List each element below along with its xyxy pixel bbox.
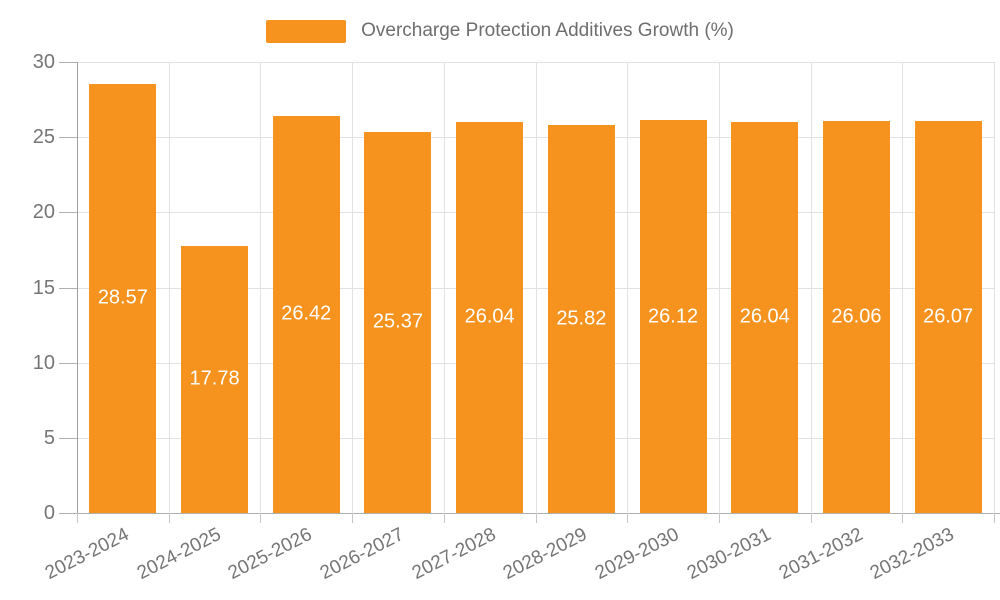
gridline-vertical (627, 62, 629, 513)
y-tick-label: 10 (32, 351, 55, 374)
x-axis-tick (535, 513, 537, 523)
gridline-vertical (535, 62, 537, 513)
legend-label[interactable]: Overcharge Protection Additives Growth (… (361, 20, 734, 41)
y-tick-label: 25 (32, 126, 55, 149)
y-axis-line (77, 62, 78, 513)
bar-value-label: 26.04 (464, 305, 515, 328)
y-axis-tick (59, 513, 77, 514)
bar-value-label: 26.06 (831, 305, 882, 328)
bar: 26.07 (914, 121, 982, 513)
y-tick-label: 15 (32, 276, 55, 299)
y-tick-label: 20 (32, 201, 55, 224)
x-axis-tick (994, 513, 995, 523)
x-axis-tick (718, 513, 720, 523)
bar: 25.37 (364, 131, 432, 513)
plot-area: 28.57 17.78 26.42 25.37 26.04 25.82 26.12 26.04… (77, 62, 995, 513)
y-tick-label: 0 (43, 502, 55, 524)
x-axis-tick (168, 513, 170, 523)
bar: 26.42 (272, 115, 340, 513)
x-axis-tick (810, 513, 812, 523)
legend-swatch[interactable] (266, 19, 347, 43)
x-axis-line (59, 513, 1000, 514)
bar: 26.04 (456, 121, 524, 513)
x-axis-tick (627, 513, 629, 523)
y-tick-label: 5 (43, 426, 55, 449)
x-tick-label: 2029-2030 (592, 524, 683, 584)
bar-value-label: 28.57 (97, 286, 148, 309)
x-tick-label: 2032-2033 (867, 524, 958, 584)
gridline-vertical (718, 62, 720, 513)
x-axis-tick (443, 513, 445, 523)
y-axis-tick (59, 437, 77, 439)
y-axis-tick (59, 62, 77, 63)
gridline-vertical (994, 62, 995, 513)
x-tick-label: 2023-2024 (41, 524, 133, 584)
y-axis-tick (59, 212, 77, 214)
x-tick-label: 2025-2026 (225, 524, 316, 584)
x-axis-tick (260, 513, 262, 523)
gridline-vertical (443, 62, 445, 513)
x-tick-label: 2024-2025 (133, 524, 225, 584)
bar: 26.06 (822, 121, 890, 513)
gridline-vertical (352, 62, 354, 513)
x-tick-label: 2030-2031 (683, 524, 775, 584)
x-axis-tick (902, 513, 904, 523)
bar-value-label: 25.82 (556, 307, 607, 330)
x-axis-tick (352, 513, 354, 523)
bar: 17.78 (181, 245, 249, 513)
bar-value-label: 26.07 (923, 305, 974, 328)
gridline-vertical (810, 62, 812, 513)
gridline-vertical (902, 62, 904, 513)
y-tick-label: 30 (32, 51, 55, 73)
y-axis-tick (59, 137, 77, 139)
bar: 26.04 (731, 121, 799, 513)
x-tick-label: 2028-2029 (500, 524, 591, 584)
y-axis-tick (59, 287, 77, 289)
bar: 25.82 (547, 124, 615, 513)
legend[interactable]: Overcharge Protection Additives Growth (… (0, 18, 1000, 44)
bar-value-label: 17.78 (189, 367, 240, 390)
bar-value-label: 26.42 (281, 302, 332, 325)
bar-value-label: 26.04 (739, 305, 790, 328)
bar-value-label: 26.12 (648, 305, 699, 328)
gridline-vertical (260, 62, 262, 513)
bar: 28.57 (89, 83, 157, 513)
x-axis-tick (77, 513, 78, 523)
x-tick-label: 2031-2032 (775, 524, 866, 584)
bar-value-label: 25.37 (372, 310, 423, 333)
bar: 26.12 (639, 120, 707, 513)
gridline-vertical (168, 62, 170, 513)
x-tick-label: 2026-2027 (316, 524, 408, 584)
y-axis-tick (59, 362, 77, 364)
x-tick-label: 2027-2028 (408, 524, 500, 584)
